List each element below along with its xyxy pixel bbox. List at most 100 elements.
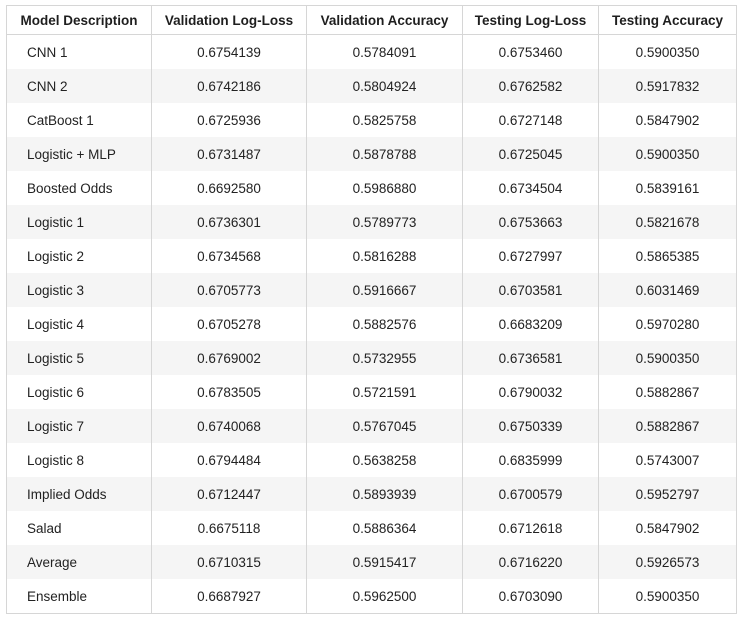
cell-testing-accuracy: 0.5839161 (598, 171, 737, 205)
table-row: Implied Odds 0.6712447 0.5893939 0.6700579 0… (6, 477, 737, 511)
cell-testing-log-loss: 0.6790032 (462, 375, 599, 409)
cell-testing-log-loss: 0.6700579 (462, 477, 599, 511)
cell-testing-log-loss: 0.6734504 (462, 171, 599, 205)
cell-validation-accuracy: 0.5893939 (306, 477, 463, 511)
cell-model-description: Average (6, 545, 152, 579)
table-row: CNN 1 0.6754139 0.5784091 0.6753460 0.590035… (6, 34, 737, 69)
cell-model-description: Logistic 6 (6, 375, 152, 409)
cell-testing-accuracy: 0.5865385 (598, 239, 737, 273)
table-row: Salad 0.6675118 0.5886364 0.6712618 0.584790… (6, 511, 737, 545)
cell-model-description: Logistic 1 (6, 205, 152, 239)
cell-model-description: Boosted Odds (6, 171, 152, 205)
results-table-container: Model Description Validation Log-Loss Va… (6, 5, 737, 614)
cell-validation-accuracy: 0.5804924 (306, 69, 463, 103)
cell-testing-accuracy: 0.5917832 (598, 69, 737, 103)
cell-validation-accuracy: 0.5886364 (306, 511, 463, 545)
cell-validation-accuracy: 0.5962500 (306, 579, 463, 614)
header-row: Model Description Validation Log-Loss Va… (6, 5, 737, 35)
cell-model-description: Logistic 7 (6, 409, 152, 443)
cell-model-description: Ensemble (6, 579, 152, 614)
table-row: Logistic 8 0.6794484 0.5638258 0.6835999 0.5… (6, 443, 737, 477)
cell-testing-log-loss: 0.6835999 (462, 443, 599, 477)
cell-validation-log-loss: 0.6725936 (151, 103, 307, 137)
cell-testing-log-loss: 0.6753663 (462, 205, 599, 239)
cell-validation-accuracy: 0.5784091 (306, 34, 463, 69)
table-body: CNN 1 0.6754139 0.5784091 0.6753460 0.590035… (6, 34, 737, 614)
table-row: Logistic 7 0.6740068 0.5767045 0.6750339 0.5… (6, 409, 737, 443)
header-validation-log-loss: Validation Log-Loss (151, 5, 307, 35)
cell-validation-log-loss: 0.6742186 (151, 69, 307, 103)
table-row: Logistic 6 0.6783505 0.5721591 0.6790032 0.5… (6, 375, 737, 409)
cell-testing-accuracy: 0.6031469 (598, 273, 737, 307)
cell-testing-accuracy: 0.5926573 (598, 545, 737, 579)
cell-validation-log-loss: 0.6734568 (151, 239, 307, 273)
header-testing-accuracy: Testing Accuracy (598, 5, 737, 35)
cell-validation-log-loss: 0.6705278 (151, 307, 307, 341)
cell-validation-accuracy: 0.5638258 (306, 443, 463, 477)
cell-model-description: Logistic 2 (6, 239, 152, 273)
cell-testing-log-loss: 0.6753460 (462, 34, 599, 69)
cell-validation-log-loss: 0.6705773 (151, 273, 307, 307)
table-row: Average 0.6710315 0.5915417 0.6716220 0.5926… (6, 545, 737, 579)
table-header: Model Description Validation Log-Loss Va… (6, 5, 737, 35)
cell-validation-accuracy: 0.5732955 (306, 341, 463, 375)
results-table: Model Description Validation Log-Loss Va… (6, 5, 737, 614)
cell-validation-log-loss: 0.6736301 (151, 205, 307, 239)
cell-model-description: CNN 2 (6, 69, 152, 103)
table-row: Logistic 5 0.6769002 0.5732955 0.6736581 0.5… (6, 341, 737, 375)
cell-validation-log-loss: 0.6794484 (151, 443, 307, 477)
cell-testing-log-loss: 0.6750339 (462, 409, 599, 443)
table-row: Boosted Odds 0.6692580 0.5986880 0.6734504 0… (6, 171, 737, 205)
cell-testing-log-loss: 0.6683209 (462, 307, 599, 341)
cell-validation-log-loss: 0.6754139 (151, 34, 307, 69)
cell-validation-log-loss: 0.6769002 (151, 341, 307, 375)
cell-validation-log-loss: 0.6712447 (151, 477, 307, 511)
cell-validation-accuracy: 0.5816288 (306, 239, 463, 273)
cell-validation-accuracy: 0.5789773 (306, 205, 463, 239)
cell-testing-accuracy: 0.5900350 (598, 34, 737, 69)
cell-validation-accuracy: 0.5882576 (306, 307, 463, 341)
table-row: Logistic 3 0.6705773 0.5916667 0.6703581 0.6… (6, 273, 737, 307)
cell-testing-accuracy: 0.5743007 (598, 443, 737, 477)
cell-model-description: CNN 1 (6, 34, 152, 69)
cell-testing-log-loss: 0.6727148 (462, 103, 599, 137)
cell-validation-accuracy: 0.5915417 (306, 545, 463, 579)
cell-model-description: Logistic 3 (6, 273, 152, 307)
cell-testing-accuracy: 0.5882867 (598, 409, 737, 443)
table-row: Ensemble 0.6687927 0.5962500 0.6703090 0.590… (6, 579, 737, 614)
cell-testing-accuracy: 0.5847902 (598, 511, 737, 545)
cell-testing-accuracy: 0.5900350 (598, 579, 737, 614)
cell-testing-log-loss: 0.6712618 (462, 511, 599, 545)
cell-validation-log-loss: 0.6731487 (151, 137, 307, 171)
table-row: CatBoost 1 0.6725936 0.5825758 0.6727148 0.5… (6, 103, 737, 137)
cell-testing-log-loss: 0.6716220 (462, 545, 599, 579)
cell-validation-accuracy: 0.5916667 (306, 273, 463, 307)
cell-testing-accuracy: 0.5882867 (598, 375, 737, 409)
cell-testing-log-loss: 0.6727997 (462, 239, 599, 273)
cell-validation-accuracy: 0.5721591 (306, 375, 463, 409)
cell-testing-log-loss: 0.6736581 (462, 341, 599, 375)
table-row: Logistic 4 0.6705278 0.5882576 0.6683209 0.5… (6, 307, 737, 341)
cell-validation-accuracy: 0.5767045 (306, 409, 463, 443)
cell-testing-log-loss: 0.6762582 (462, 69, 599, 103)
cell-model-description: Logistic + MLP (6, 137, 152, 171)
cell-model-description: CatBoost 1 (6, 103, 152, 137)
table-row: Logistic + MLP 0.6731487 0.5878788 0.672504… (6, 137, 737, 171)
header-validation-accuracy: Validation Accuracy (306, 5, 463, 35)
header-model-description: Model Description (6, 5, 152, 35)
cell-validation-accuracy: 0.5986880 (306, 171, 463, 205)
table-row: CNN 2 0.6742186 0.5804924 0.6762582 0.591783… (6, 69, 737, 103)
cell-testing-accuracy: 0.5821678 (598, 205, 737, 239)
table-row: Logistic 1 0.6736301 0.5789773 0.6753663 0.5… (6, 205, 737, 239)
cell-validation-log-loss: 0.6687927 (151, 579, 307, 614)
cell-testing-accuracy: 0.5952797 (598, 477, 737, 511)
cell-model-description: Implied Odds (6, 477, 152, 511)
cell-validation-log-loss: 0.6675118 (151, 511, 307, 545)
cell-testing-accuracy: 0.5900350 (598, 137, 737, 171)
cell-testing-log-loss: 0.6703090 (462, 579, 599, 614)
cell-model-description: Logistic 5 (6, 341, 152, 375)
header-testing-log-loss: Testing Log-Loss (462, 5, 599, 35)
cell-model-description: Logistic 8 (6, 443, 152, 477)
cell-validation-log-loss: 0.6783505 (151, 375, 307, 409)
cell-validation-log-loss: 0.6710315 (151, 545, 307, 579)
